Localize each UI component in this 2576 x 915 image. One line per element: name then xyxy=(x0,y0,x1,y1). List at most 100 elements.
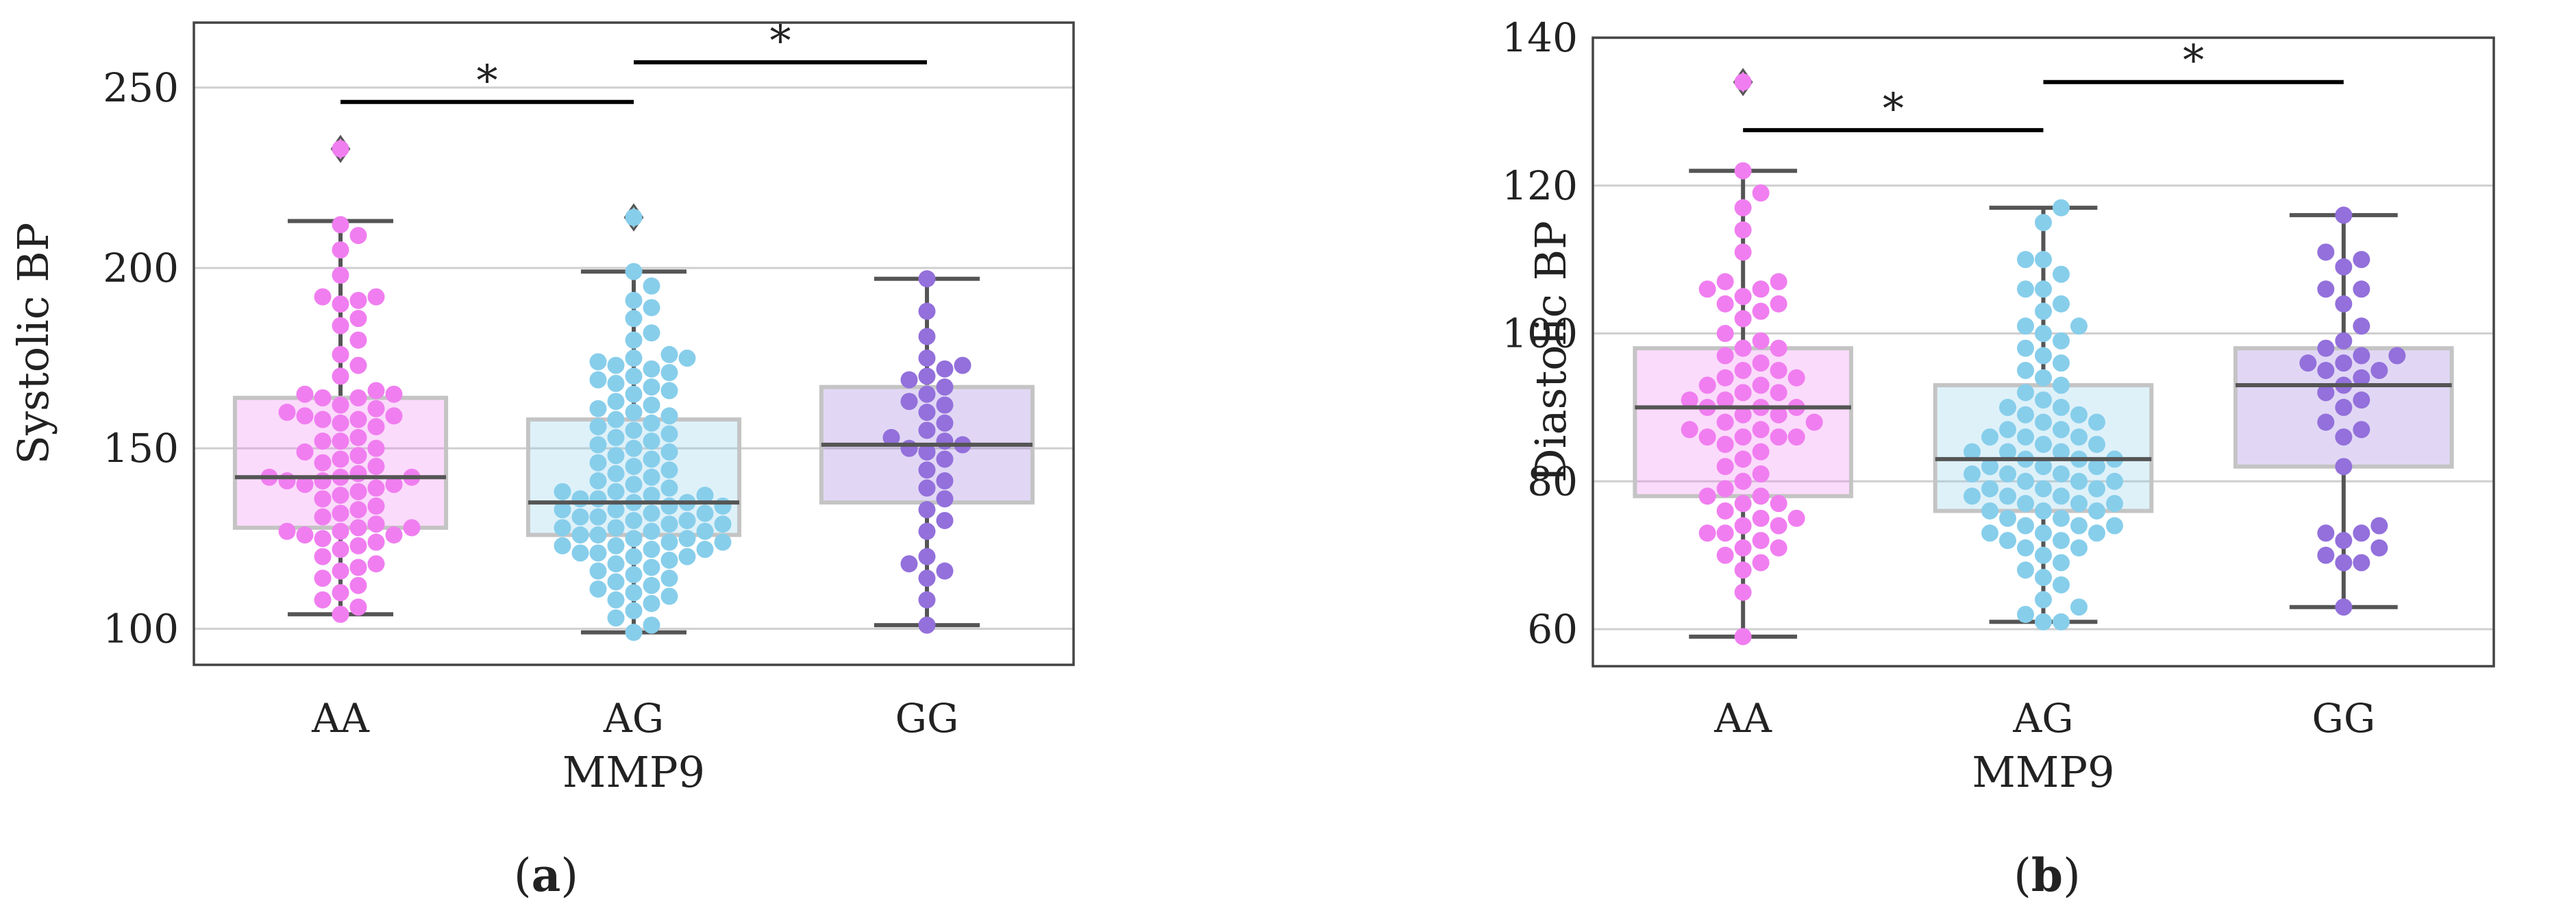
data-point-aa xyxy=(1734,384,1752,402)
panel-label: (a) xyxy=(514,849,578,902)
data-point-gg xyxy=(936,414,954,432)
data-point-aa xyxy=(1716,435,1734,453)
data-point-ag xyxy=(2088,413,2105,431)
data-point-ag xyxy=(589,526,607,544)
data-point-gg xyxy=(918,367,936,385)
data-point-ag xyxy=(1964,487,1981,505)
data-point-gg xyxy=(2317,524,2335,542)
data-point-ag xyxy=(589,400,607,417)
data-point-aa xyxy=(332,541,349,559)
data-point-aa xyxy=(349,598,367,616)
data-point-gg xyxy=(918,270,936,288)
data-point-aa xyxy=(367,457,385,475)
data-point-aa xyxy=(1734,73,1752,91)
data-point-ag xyxy=(2053,465,2070,483)
data-point-ag xyxy=(2035,214,2052,232)
data-point-ag xyxy=(660,497,678,515)
data-point-aa xyxy=(385,476,403,493)
data-point-ag xyxy=(625,530,643,548)
data-point-ag xyxy=(607,573,625,591)
data-point-ag xyxy=(2017,280,2034,298)
data-point-ag xyxy=(660,479,678,497)
data-point-ag xyxy=(2017,539,2034,557)
data-point-aa xyxy=(403,519,421,537)
data-point-ag xyxy=(2017,317,2034,335)
data-point-gg xyxy=(2299,354,2317,372)
x-tick-label: AG xyxy=(2012,695,2073,742)
data-point-ag xyxy=(643,324,660,342)
data-point-aa xyxy=(1734,450,1752,468)
data-point-aa xyxy=(349,428,367,446)
y-tick-label: 200 xyxy=(103,245,179,291)
data-point-ag xyxy=(589,562,607,580)
data-point-aa xyxy=(332,432,349,450)
data-point-aa xyxy=(1787,509,1805,527)
data-point-ag xyxy=(1999,509,2016,527)
data-point-aa xyxy=(332,522,349,540)
data-point-ag xyxy=(643,559,660,576)
data-point-aa xyxy=(1716,524,1734,542)
data-point-ag xyxy=(571,544,589,562)
data-point-aa xyxy=(349,483,367,500)
data-point-ag xyxy=(589,580,607,598)
data-point-ag xyxy=(2070,517,2088,535)
data-point-ag xyxy=(607,411,625,428)
data-point-gg xyxy=(936,432,954,450)
data-point-ag xyxy=(625,584,643,602)
data-point-gg xyxy=(2317,280,2335,298)
data-point-aa xyxy=(1698,487,1716,505)
data-point-gg xyxy=(918,328,936,345)
data-point-gg xyxy=(918,404,936,422)
y-axis-label: Systolic BP xyxy=(8,223,58,465)
data-point-gg xyxy=(2353,554,2370,572)
data-point-aa xyxy=(385,407,403,425)
data-point-aa xyxy=(332,504,349,522)
data-point-ag xyxy=(2035,613,2052,631)
data-point-ag xyxy=(589,490,607,508)
data-point-aa xyxy=(349,501,367,519)
data-point-aa xyxy=(1716,458,1734,476)
data-point-aa xyxy=(1770,361,1787,379)
data-point-aa xyxy=(367,497,385,515)
data-point-aa xyxy=(1770,495,1787,513)
y-tick-label: 100 xyxy=(1502,310,1578,357)
data-point-ag xyxy=(589,472,607,490)
data-point-ag xyxy=(607,501,625,519)
data-point-aa xyxy=(332,295,349,313)
data-point-ag xyxy=(660,407,678,425)
data-point-ag xyxy=(1999,398,2016,416)
data-point-aa xyxy=(1734,561,1752,579)
data-point-ag xyxy=(2088,435,2105,453)
data-point-ag xyxy=(660,515,678,533)
data-point-aa xyxy=(1681,421,1698,439)
data-point-ag xyxy=(643,541,660,559)
data-point-gg xyxy=(2317,243,2335,261)
data-point-gg xyxy=(918,422,936,439)
data-point-ag xyxy=(607,356,625,374)
data-point-aa xyxy=(1734,539,1752,557)
data-point-aa xyxy=(1770,517,1787,535)
data-point-ag xyxy=(1964,443,1981,461)
data-point-gg xyxy=(2353,347,2370,365)
data-point-aa xyxy=(367,555,385,573)
data-point-gg xyxy=(2317,546,2335,564)
data-point-aa xyxy=(1752,487,1770,505)
data-point-aa xyxy=(314,288,332,306)
y-tick-label: 250 xyxy=(103,64,179,111)
data-point-ag xyxy=(607,393,625,411)
data-point-ag xyxy=(2070,598,2088,616)
data-point-ag xyxy=(554,483,571,500)
data-point-ag xyxy=(2106,472,2123,490)
data-point-aa xyxy=(367,533,385,551)
data-point-ag xyxy=(589,371,607,389)
data-point-gg xyxy=(936,511,954,529)
data-point-aa xyxy=(1734,583,1752,601)
data-point-gg xyxy=(2335,295,2353,313)
data-point-aa xyxy=(349,310,367,328)
data-point-gg xyxy=(918,501,936,519)
data-point-ag xyxy=(2053,376,2070,394)
data-point-ag xyxy=(643,450,660,468)
data-point-ag xyxy=(2070,472,2088,490)
data-point-ag xyxy=(2106,517,2123,535)
data-point-ag xyxy=(607,374,625,392)
